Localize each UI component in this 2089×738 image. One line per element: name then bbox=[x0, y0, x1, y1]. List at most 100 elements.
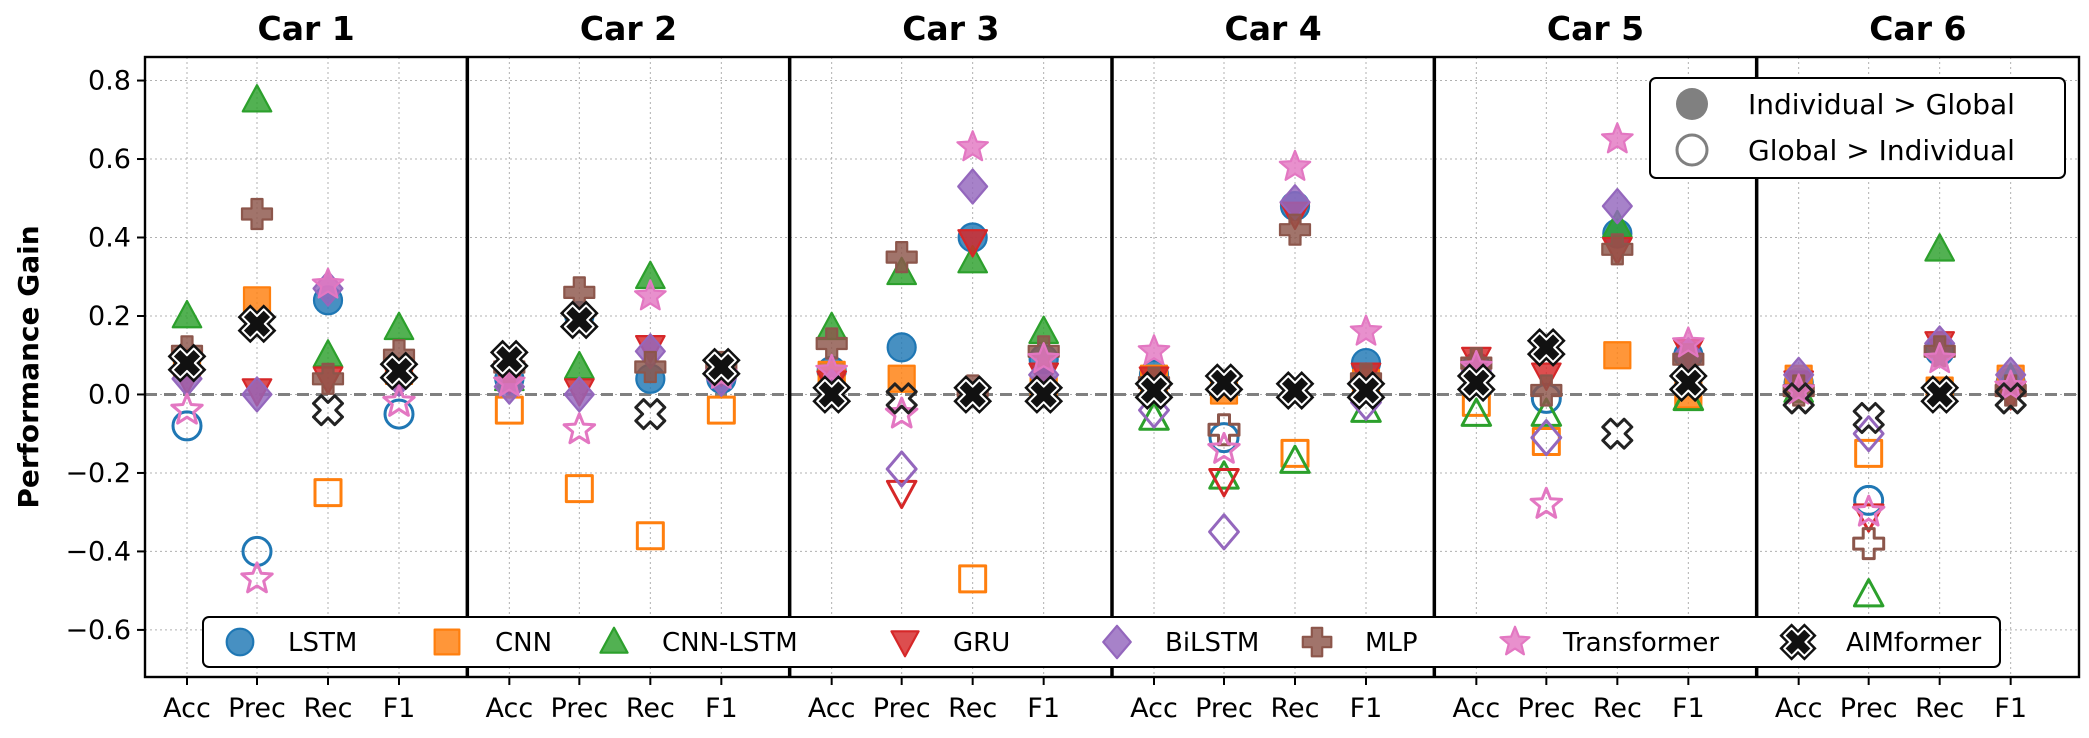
fill-legend-box bbox=[1649, 77, 2066, 179]
data-point-mlp bbox=[885, 241, 918, 274]
data-point-aimformer bbox=[816, 379, 848, 410]
data-point-transformer bbox=[956, 130, 990, 162]
data-point-aimformer-group bbox=[1852, 402, 1885, 434]
panel-title: Car 6 bbox=[1869, 9, 1966, 48]
data-point-transformer bbox=[382, 384, 416, 417]
legend-marker-mlp bbox=[1301, 626, 1333, 658]
legend-marker-cnn bbox=[433, 628, 461, 656]
data-point-cnn-lstm bbox=[312, 339, 344, 368]
legend-marker-aimformer-group bbox=[1779, 623, 1817, 661]
data-point-aimformer bbox=[312, 394, 344, 427]
data-point-cnn-lstm bbox=[1460, 397, 1493, 427]
data-point-bilstm bbox=[241, 376, 273, 413]
point-layer bbox=[167, 84, 2028, 608]
data-point-transformer bbox=[240, 561, 274, 594]
data-point-cnn bbox=[1280, 438, 1310, 468]
fill-legend-filled-label: Individual > Global bbox=[1748, 88, 2015, 121]
data-point-mlp bbox=[1278, 213, 1312, 246]
data-point-aimformer bbox=[705, 351, 737, 383]
data-point-aimformer bbox=[1672, 367, 1704, 399]
legend-label: BiLSTM bbox=[1165, 628, 1259, 658]
data-point-aimformer-group bbox=[1601, 417, 1634, 450]
tick-layer: −0.6 −0.4 −0.2 0.0 0.2 0.4 0.6 0.8 Acc Prec Rec F1 A… bbox=[65, 66, 2027, 724]
data-point-transformer bbox=[1027, 342, 1061, 374]
legend-label: MLP bbox=[1365, 628, 1418, 658]
data-point-lstm bbox=[1208, 422, 1240, 454]
data-point-aimformer bbox=[1460, 367, 1492, 399]
y-tick-label: −0.2 bbox=[65, 458, 131, 489]
data-point-cnn-lstm bbox=[1138, 401, 1170, 431]
filled-marker-icon bbox=[1676, 88, 1708, 120]
data-point-aimformer bbox=[1601, 417, 1634, 450]
legend-marker-bilstm bbox=[1102, 624, 1132, 660]
legend-marker-cnn-lstm bbox=[599, 626, 629, 654]
legend-marker-lstm bbox=[225, 627, 255, 657]
x-tick-label: Acc bbox=[1130, 693, 1178, 724]
data-point-gru bbox=[885, 479, 918, 510]
hollow-marker-icon bbox=[1675, 133, 1709, 167]
data-point-aimformer-outline bbox=[1024, 375, 1064, 414]
data-point-cnn-lstm bbox=[1924, 233, 1956, 262]
data-point-bilstm bbox=[957, 168, 989, 205]
legend-label: LSTM bbox=[288, 628, 357, 658]
data-point-aimformer bbox=[171, 347, 203, 379]
data-point-mlp bbox=[1601, 233, 1634, 266]
data-point-cnn-lstm bbox=[1279, 444, 1311, 474]
data-point-transformer bbox=[311, 267, 345, 299]
data-point-transformer bbox=[815, 353, 849, 385]
data-point-cnn-lstm bbox=[563, 350, 595, 380]
data-point-mlp bbox=[1530, 374, 1563, 407]
data-point-mlp bbox=[311, 362, 345, 395]
data-point-mlp bbox=[815, 327, 848, 360]
x-tick-label: Acc bbox=[1452, 693, 1500, 724]
legend-label: CNN-LSTM bbox=[662, 628, 798, 658]
x-tick-label: Acc bbox=[163, 693, 211, 724]
data-point-aimformer-group bbox=[379, 351, 419, 391]
data-point-aimformer bbox=[1028, 379, 1060, 410]
model-legend: LSTM CNN CNN-LSTM GRU BiLSTM MLP Transformer AI… bbox=[202, 616, 2001, 668]
data-point-transformer bbox=[1671, 326, 1705, 358]
data-point-transformer bbox=[1278, 149, 1312, 181]
data-point-aimformer-group bbox=[237, 304, 277, 344]
legend-label: CNN bbox=[495, 628, 552, 658]
data-point-aimformer-outline bbox=[953, 375, 993, 414]
data-point-mlp bbox=[1852, 527, 1886, 561]
data-point-aimformer-group bbox=[1134, 371, 1174, 411]
x-tick-label: Prec bbox=[1195, 693, 1253, 724]
legend-label: Transformer bbox=[1562, 628, 1719, 658]
data-point-aimformer-group bbox=[885, 382, 918, 415]
data-point-aimformer-group bbox=[167, 343, 207, 383]
data-point-cnn-lstm bbox=[957, 244, 989, 274]
x-tick-label: F1 bbox=[1672, 693, 1705, 724]
data-point-transformer bbox=[1349, 314, 1383, 346]
data-point-cnn bbox=[1854, 438, 1884, 468]
data-point-transformer bbox=[1923, 342, 1957, 374]
data-point-aimformer-group bbox=[1782, 382, 1815, 415]
plot-frame bbox=[143, 55, 2081, 679]
x-tick-label: Acc bbox=[485, 693, 533, 724]
data-point-cnn-lstm bbox=[241, 84, 273, 113]
data-point-transformer bbox=[1994, 369, 2028, 401]
data-point-transformer bbox=[170, 392, 204, 425]
data-point-aimformer-group bbox=[701, 347, 741, 387]
x-tick-label: Rec bbox=[626, 693, 675, 724]
data-point-transformer bbox=[1851, 494, 1886, 527]
data-point-aimformer bbox=[1530, 331, 1562, 363]
data-point-lstm bbox=[1853, 484, 1885, 516]
data-point-mlp bbox=[634, 350, 667, 384]
x-tick-label: Prec bbox=[1840, 693, 1898, 724]
data-point-bilstm bbox=[1530, 419, 1563, 457]
x-tick-label: Rec bbox=[948, 693, 997, 724]
legend-label: AIMformer bbox=[1846, 628, 1982, 658]
data-point-aimformer-group bbox=[953, 375, 993, 414]
data-point-lstm bbox=[383, 398, 415, 430]
data-point-mlp bbox=[240, 197, 274, 231]
data-point-aimformer-group bbox=[1346, 371, 1386, 411]
data-point-bilstm bbox=[885, 450, 918, 488]
data-point-aimformer bbox=[241, 308, 273, 340]
x-tick-label: Prec bbox=[1517, 693, 1575, 724]
data-point-bilstm bbox=[1601, 188, 1633, 225]
data-point-aimformer-outline bbox=[1920, 375, 1960, 414]
y-tick-label: 0.8 bbox=[88, 66, 131, 97]
